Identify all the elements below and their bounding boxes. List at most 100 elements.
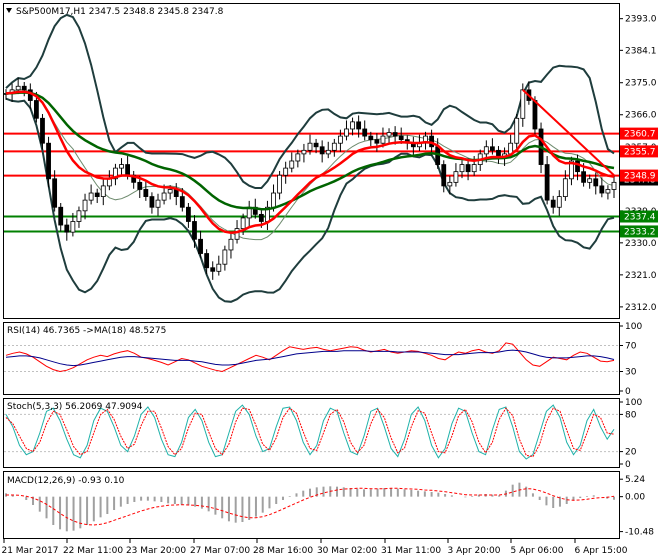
price-layer bbox=[3, 13, 619, 303]
candle-body bbox=[155, 199, 161, 208]
level-tag-3 bbox=[620, 210, 658, 223]
macd-y-tick-label: 5.24 bbox=[625, 475, 645, 485]
candle-body bbox=[374, 139, 380, 144]
price-y-tick-label: 2321.0 bbox=[625, 271, 657, 281]
bollinger-lower-band bbox=[5, 97, 615, 303]
candle-body bbox=[459, 164, 465, 173]
candle-body bbox=[125, 164, 130, 176]
candle-body bbox=[319, 146, 325, 155]
stoch-y-tick-label: 80 bbox=[625, 410, 637, 420]
candle-body bbox=[289, 160, 295, 169]
candle-body bbox=[599, 185, 605, 194]
rsi-y-tick-label: 0 bbox=[625, 387, 631, 397]
candle-body bbox=[283, 167, 289, 176]
candle-body bbox=[277, 174, 283, 194]
candle-body bbox=[471, 164, 477, 173]
candle-body bbox=[593, 178, 599, 187]
axis-layer: 2393.02384.12375.02366.02357.02348.12339… bbox=[1, 15, 658, 556]
candle-body bbox=[64, 224, 70, 233]
candle-body bbox=[441, 164, 447, 187]
rsi-y-tick-label: 70 bbox=[625, 342, 637, 352]
slow-moving-average-line bbox=[5, 91, 615, 211]
rsi-y-tick-label: 30 bbox=[625, 368, 637, 378]
stoch-y-tick-label: 100 bbox=[625, 398, 642, 408]
candle-body bbox=[216, 263, 222, 272]
candle-body bbox=[453, 171, 459, 183]
level-label-4: 2333.2 bbox=[624, 227, 656, 237]
candle-body bbox=[222, 249, 228, 265]
candle-body bbox=[398, 135, 404, 141]
candle-body bbox=[587, 178, 593, 183]
candle-body bbox=[380, 135, 386, 144]
level-label-2: 2348.9 bbox=[624, 172, 656, 182]
macd-panel[interactable] bbox=[3, 471, 620, 539]
candle-body bbox=[356, 121, 362, 130]
candle-body bbox=[21, 85, 27, 91]
candle-body bbox=[100, 185, 106, 197]
candle-body bbox=[569, 160, 574, 180]
x-tick-label: 5 Apr 06:00 bbox=[511, 546, 564, 556]
candle-body bbox=[228, 238, 234, 251]
price-y-tick-label: 2312.0 bbox=[625, 303, 657, 313]
candle-body bbox=[544, 164, 550, 201]
symbol-dropdown-icon[interactable] bbox=[6, 8, 12, 13]
stoch-title: Stoch(5,3,3) 56.2069 47.9094 bbox=[7, 402, 143, 412]
candle-body bbox=[295, 153, 301, 162]
candle-body bbox=[234, 228, 240, 240]
level-tag-2 bbox=[620, 169, 658, 182]
candle-body bbox=[58, 206, 64, 226]
rsi-layer bbox=[4, 342, 619, 373]
macd-y-tick-label: 0.00 bbox=[625, 493, 645, 503]
x-tick-label: 21 Mar 2017 bbox=[1, 546, 58, 556]
candle-body bbox=[611, 181, 617, 190]
stoch-y-tick-label: 20 bbox=[625, 448, 637, 458]
candle-body bbox=[575, 160, 580, 173]
stoch-layer bbox=[4, 404, 619, 460]
candle-body bbox=[362, 128, 368, 137]
candle-body bbox=[514, 117, 520, 144]
candle-body bbox=[258, 213, 264, 222]
candle-body bbox=[386, 132, 392, 137]
price-y-tick-label: 2393.0 bbox=[625, 15, 657, 25]
macd-title: MACD(12,26,9) -0.93 0.10 bbox=[7, 476, 125, 486]
level-tag-1 bbox=[620, 145, 658, 158]
rsi-panel[interactable] bbox=[3, 322, 620, 395]
candle-body bbox=[94, 192, 100, 197]
candle-body bbox=[605, 189, 611, 194]
candle-body bbox=[368, 135, 374, 141]
candle-body bbox=[240, 217, 246, 230]
candle-body bbox=[520, 89, 526, 119]
rsi-series-0 bbox=[5, 342, 615, 373]
candle-body bbox=[550, 199, 556, 208]
candle-body bbox=[185, 206, 191, 222]
candle-body bbox=[192, 221, 197, 240]
candle-body bbox=[447, 181, 453, 187]
candle-body bbox=[137, 181, 143, 190]
price-panel[interactable] bbox=[3, 3, 620, 319]
candle-body bbox=[489, 146, 495, 151]
candle-body bbox=[34, 100, 39, 119]
candle-body bbox=[46, 142, 51, 180]
candle-body bbox=[325, 149, 331, 155]
level-tag-4 bbox=[620, 225, 658, 238]
candle-body bbox=[70, 221, 76, 233]
candle-body bbox=[331, 142, 337, 151]
level-tag-0 bbox=[620, 127, 658, 140]
candle-body bbox=[556, 196, 562, 208]
trendline bbox=[522, 89, 615, 176]
x-tick-label: 28 Mar 16:00 bbox=[253, 546, 313, 556]
candle-body bbox=[344, 128, 349, 137]
candle-body bbox=[88, 192, 94, 201]
bollinger-middle-band bbox=[5, 89, 615, 241]
price-y-tick-label: 2375.0 bbox=[625, 79, 657, 89]
price-y-tick-label: 2366.0 bbox=[625, 111, 657, 121]
candle-body bbox=[271, 192, 276, 208]
stoch-panel[interactable] bbox=[3, 398, 620, 468]
x-tick-label: 31 Mar 11:00 bbox=[381, 546, 441, 556]
candle-body bbox=[562, 178, 568, 197]
candle-body bbox=[167, 189, 173, 194]
candle-body bbox=[392, 132, 398, 137]
rsi-y-tick-label: 100 bbox=[625, 322, 642, 332]
